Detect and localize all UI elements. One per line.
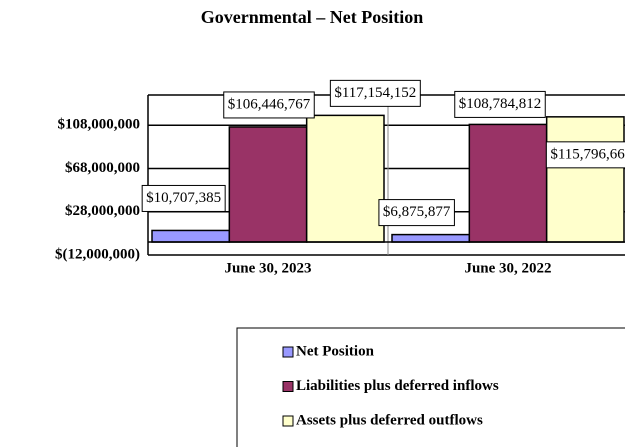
y-tick-label: $(12,000,000) — [55, 246, 140, 262]
y-tick-label: $108,000,000 — [58, 117, 141, 133]
data-label-box — [329, 79, 421, 107]
legend-box — [236, 327, 625, 447]
legend-label: Assets plus deferred outflows — [296, 412, 483, 428]
legend-swatch — [282, 346, 294, 358]
x-tick-label: June 30, 2022 — [464, 260, 551, 276]
data-label-box — [223, 91, 315, 119]
legend-swatch — [282, 415, 294, 427]
data-label-box — [545, 141, 625, 169]
bar — [151, 229, 231, 243]
legend-label: Liabilities plus deferred inflows — [296, 378, 499, 394]
data-label: $106,446,767 — [228, 96, 311, 112]
data-label: $6,875,877 — [383, 204, 451, 220]
data-label-box — [378, 199, 455, 227]
legend-swatch — [282, 381, 294, 392]
data-label: $117,154,152 — [334, 85, 416, 101]
y-tick-label: $28,000,000 — [65, 203, 140, 219]
data-label-box — [454, 90, 546, 118]
legend-label: Net Position — [296, 343, 375, 359]
y-tick-label: $68,000,000 — [65, 160, 140, 176]
bar — [468, 123, 548, 243]
bar — [228, 126, 308, 243]
bar — [305, 114, 385, 243]
data-label: $10,707,385 — [146, 190, 221, 206]
data-label: $108,784,812 — [459, 96, 542, 112]
bar — [545, 116, 625, 243]
bar — [391, 233, 471, 243]
chart-title: Governmental – Net Position — [201, 7, 423, 27]
data-label-box — [141, 184, 226, 212]
x-tick-label: June 30, 2023 — [224, 260, 311, 276]
data-label: $115,796,668 — [550, 146, 625, 162]
